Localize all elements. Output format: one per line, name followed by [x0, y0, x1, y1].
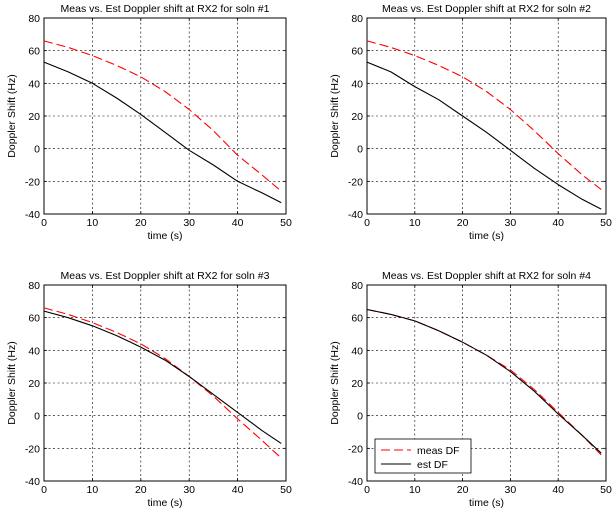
x-tick-label: 50: [600, 217, 612, 229]
chart-title: Meas vs. Est Doppler shift at RX2 for so…: [382, 270, 591, 282]
x-tick-label: 40: [552, 484, 564, 496]
x-axis-label: time (s): [148, 497, 183, 509]
chart-title: Meas vs. Est Doppler shift at RX2 for so…: [61, 3, 270, 15]
x-tick-label: 50: [280, 484, 292, 496]
y-tick-label: 0: [34, 144, 40, 156]
y-tick-label: -20: [348, 443, 363, 455]
subplot-1: 0 10 20 30 40 50 -40 -20 0 20 40 60 80 Meas vs. Est D…: [6, 3, 292, 242]
x-tick-label: 20: [457, 217, 469, 229]
chart-title: Meas vs. Est Doppler shift at RX2 for so…: [382, 3, 591, 15]
x-axis-label: time (s): [148, 230, 183, 242]
y-tick-label: -40: [348, 476, 363, 488]
y-axis-label: Doppler Shift (Hz): [6, 74, 18, 157]
y-tick-label: -40: [348, 209, 363, 221]
y-tick-label: 60: [28, 313, 40, 325]
y-tick-label: 0: [34, 411, 40, 423]
series-meas-line: [43, 307, 282, 459]
x-tick-label: 20: [457, 484, 469, 496]
x-tick-label: 10: [87, 484, 99, 496]
x-tick-label: 10: [87, 217, 99, 229]
x-tick-label: 40: [552, 217, 564, 229]
x-tick-label: 50: [280, 217, 292, 229]
y-tick-label: 40: [351, 345, 363, 357]
series-meas-line: [366, 40, 602, 190]
y-tick-label: 20: [351, 111, 363, 123]
chart-title: Meas vs. Est Doppler shift at RX2 for so…: [61, 270, 270, 282]
y-tick-label: -40: [25, 476, 40, 488]
x-axis-label: time (s): [469, 497, 504, 509]
x-tick-label: 20: [135, 217, 147, 229]
legend-label: est DF: [417, 459, 448, 471]
x-tick-label: 30: [183, 484, 195, 496]
subplot-4: 0 10 20 30 40 50 -40 -20 0 20 40 60 80 Meas vs. Est D…: [329, 270, 612, 509]
y-axis-label: Doppler Shift (Hz): [6, 341, 18, 424]
x-tick-label: 10: [409, 484, 421, 496]
x-tick-label: 20: [135, 484, 147, 496]
series-est-line: [366, 308, 602, 454]
y-tick-label: 60: [28, 46, 40, 58]
x-tick-label: 50: [600, 484, 612, 496]
y-tick-label: -20: [348, 176, 363, 188]
legend: meas DF est DF: [374, 438, 472, 474]
x-tick-label: 0: [41, 484, 47, 496]
x-tick-label: 30: [505, 484, 517, 496]
x-tick-label: 10: [409, 217, 421, 229]
x-axis-label: time (s): [469, 230, 504, 242]
subplot-3: 0 10 20 30 40 50 -40 -20 0 20 40 60 80 Meas vs. Est D…: [6, 270, 292, 509]
x-tick-label: 30: [183, 217, 195, 229]
series-est-line: [366, 61, 602, 210]
x-tick-label: 40: [232, 484, 244, 496]
x-tick-label: 30: [505, 217, 517, 229]
y-tick-label: 20: [28, 378, 40, 390]
y-tick-label: 60: [351, 313, 363, 325]
legend-label: meas DF: [417, 445, 460, 457]
series-meas-line: [43, 40, 282, 192]
series-meas-line: [366, 308, 602, 456]
y-tick-label: 80: [351, 13, 363, 25]
y-axis-label: Doppler Shift (Hz): [329, 341, 341, 424]
y-tick-label: 60: [351, 46, 363, 58]
y-axis-label: Doppler Shift (Hz): [329, 74, 341, 157]
y-tick-label: -40: [25, 209, 40, 221]
y-tick-label: 80: [351, 280, 363, 292]
x-tick-label: 40: [232, 217, 244, 229]
y-tick-label: 80: [28, 280, 40, 292]
subplot-2: 0 10 20 30 40 50 -40 -20 0 20 40 60 80 Meas vs. Est D…: [329, 3, 612, 242]
y-tick-label: -20: [25, 443, 40, 455]
y-tick-label: 20: [28, 111, 40, 123]
y-tick-label: 80: [28, 13, 40, 25]
y-tick-label: -20: [25, 176, 40, 188]
x-tick-label: 0: [41, 217, 47, 229]
x-tick-label: 0: [364, 484, 370, 496]
y-tick-label: 20: [351, 378, 363, 390]
y-tick-label: 40: [28, 345, 40, 357]
x-tick-label: 0: [364, 217, 370, 229]
series-est-line: [43, 310, 282, 444]
y-tick-label: 40: [351, 78, 363, 90]
series-est-line: [43, 61, 282, 204]
y-tick-label: 40: [28, 78, 40, 90]
y-tick-label: 0: [357, 411, 363, 423]
y-tick-label: 0: [357, 144, 363, 156]
legend-box: [374, 438, 472, 474]
